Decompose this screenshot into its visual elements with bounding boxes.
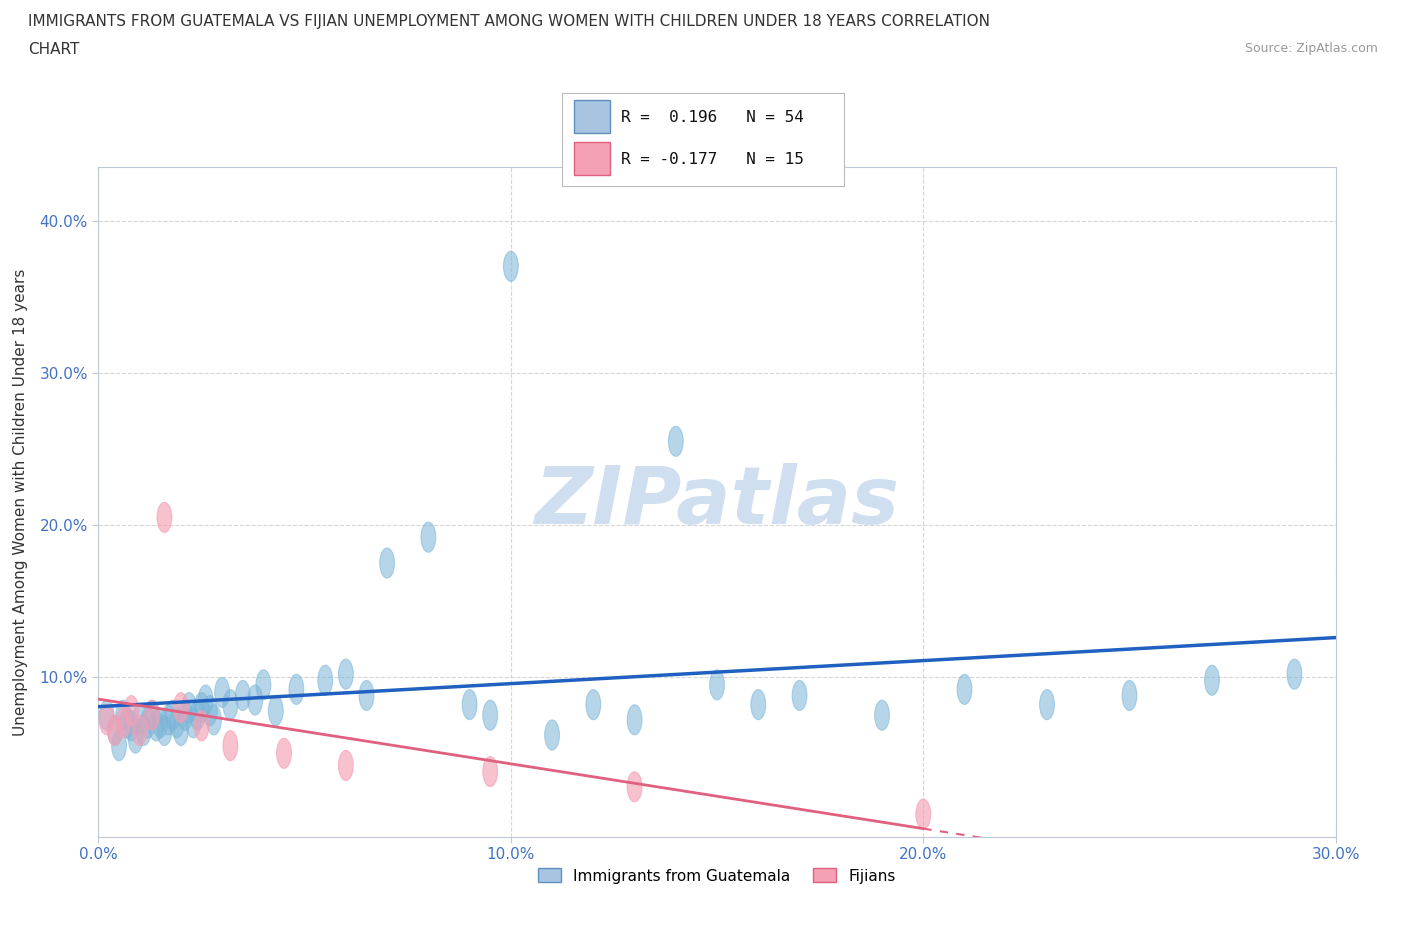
Ellipse shape bbox=[194, 711, 209, 741]
Ellipse shape bbox=[202, 696, 217, 725]
Ellipse shape bbox=[136, 715, 152, 746]
Ellipse shape bbox=[162, 705, 176, 735]
Ellipse shape bbox=[100, 700, 114, 730]
Ellipse shape bbox=[482, 700, 498, 730]
FancyBboxPatch shape bbox=[574, 100, 610, 133]
Ellipse shape bbox=[186, 708, 201, 737]
Text: ZIPatlas: ZIPatlas bbox=[534, 463, 900, 541]
Ellipse shape bbox=[318, 665, 333, 696]
Ellipse shape bbox=[957, 674, 972, 704]
Ellipse shape bbox=[915, 799, 931, 830]
Ellipse shape bbox=[141, 708, 155, 737]
Ellipse shape bbox=[115, 700, 131, 730]
Ellipse shape bbox=[247, 685, 263, 715]
Ellipse shape bbox=[124, 711, 139, 741]
Ellipse shape bbox=[235, 681, 250, 711]
Ellipse shape bbox=[710, 670, 724, 700]
Ellipse shape bbox=[128, 723, 143, 753]
Ellipse shape bbox=[194, 693, 209, 723]
Ellipse shape bbox=[544, 720, 560, 751]
Ellipse shape bbox=[145, 700, 159, 730]
Ellipse shape bbox=[668, 426, 683, 457]
FancyBboxPatch shape bbox=[574, 142, 610, 175]
Ellipse shape bbox=[157, 502, 172, 533]
Ellipse shape bbox=[503, 251, 519, 282]
Ellipse shape bbox=[169, 708, 184, 737]
Ellipse shape bbox=[1039, 689, 1054, 720]
Ellipse shape bbox=[215, 677, 229, 708]
Ellipse shape bbox=[339, 659, 353, 689]
Ellipse shape bbox=[124, 696, 139, 725]
Ellipse shape bbox=[132, 705, 148, 735]
Ellipse shape bbox=[107, 715, 122, 746]
Ellipse shape bbox=[751, 689, 766, 720]
Ellipse shape bbox=[224, 731, 238, 761]
Text: CHART: CHART bbox=[28, 42, 80, 57]
Ellipse shape bbox=[132, 715, 148, 746]
Text: R = -0.177   N = 15: R = -0.177 N = 15 bbox=[621, 152, 804, 166]
Ellipse shape bbox=[792, 681, 807, 711]
Y-axis label: Unemployment Among Women with Children Under 18 years: Unemployment Among Women with Children U… bbox=[14, 269, 28, 736]
Ellipse shape bbox=[181, 693, 197, 723]
Ellipse shape bbox=[111, 731, 127, 761]
Text: Source: ZipAtlas.com: Source: ZipAtlas.com bbox=[1244, 42, 1378, 55]
Ellipse shape bbox=[463, 689, 477, 720]
Ellipse shape bbox=[100, 705, 114, 735]
Ellipse shape bbox=[359, 681, 374, 711]
Ellipse shape bbox=[153, 708, 167, 737]
Ellipse shape bbox=[875, 700, 890, 730]
Ellipse shape bbox=[198, 685, 214, 715]
Ellipse shape bbox=[586, 689, 600, 720]
Text: R =  0.196   N = 54: R = 0.196 N = 54 bbox=[621, 110, 804, 125]
Ellipse shape bbox=[380, 548, 395, 578]
Ellipse shape bbox=[277, 738, 291, 768]
Text: IMMIGRANTS FROM GUATEMALA VS FIJIAN UNEMPLOYMENT AMONG WOMEN WITH CHILDREN UNDER: IMMIGRANTS FROM GUATEMALA VS FIJIAN UNEM… bbox=[28, 14, 990, 29]
Ellipse shape bbox=[173, 715, 188, 746]
Ellipse shape bbox=[145, 700, 159, 730]
Ellipse shape bbox=[1286, 659, 1302, 689]
Ellipse shape bbox=[420, 522, 436, 552]
Ellipse shape bbox=[120, 708, 135, 737]
Ellipse shape bbox=[190, 700, 205, 730]
Ellipse shape bbox=[339, 751, 353, 780]
Ellipse shape bbox=[207, 705, 221, 735]
Ellipse shape bbox=[1205, 665, 1219, 696]
Legend: Immigrants from Guatemala, Fijians: Immigrants from Guatemala, Fijians bbox=[531, 862, 903, 890]
Ellipse shape bbox=[107, 715, 122, 746]
Ellipse shape bbox=[115, 708, 131, 737]
Ellipse shape bbox=[627, 772, 643, 802]
Ellipse shape bbox=[1122, 681, 1137, 711]
Ellipse shape bbox=[149, 711, 163, 741]
Ellipse shape bbox=[269, 696, 283, 725]
Ellipse shape bbox=[166, 700, 180, 730]
Ellipse shape bbox=[290, 674, 304, 704]
Ellipse shape bbox=[224, 689, 238, 720]
Ellipse shape bbox=[627, 705, 643, 735]
Ellipse shape bbox=[173, 693, 188, 723]
Ellipse shape bbox=[177, 700, 193, 730]
Ellipse shape bbox=[482, 756, 498, 787]
Ellipse shape bbox=[256, 670, 271, 700]
Ellipse shape bbox=[157, 715, 172, 746]
